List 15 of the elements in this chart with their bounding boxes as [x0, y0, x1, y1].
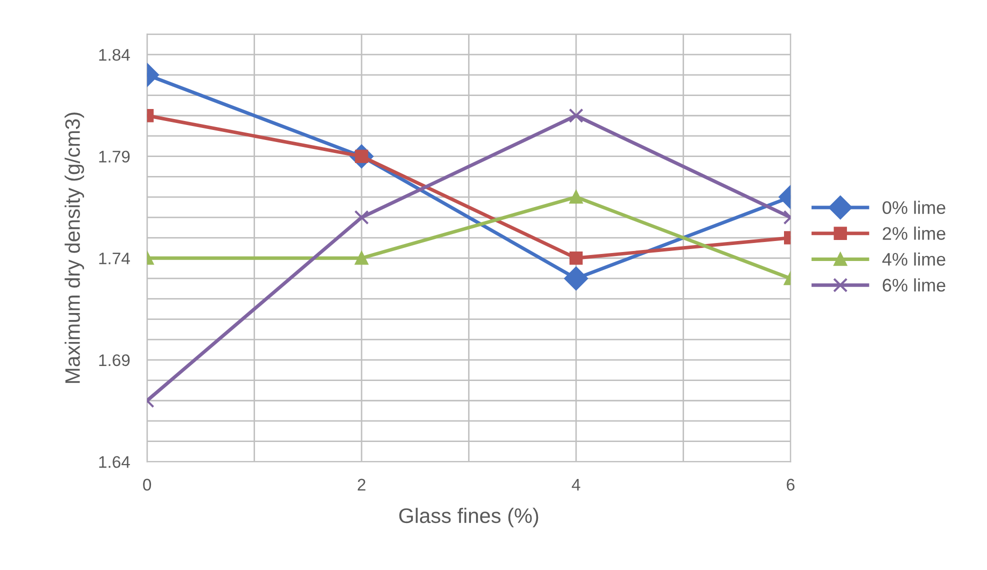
x-tick-label: 2: [358, 478, 366, 490]
y-tick-label: 1.74: [99, 252, 130, 264]
legend-label: 4% lime: [882, 252, 946, 266]
legend-label: 6% lime: [882, 278, 946, 292]
x-tick-label: 0: [143, 478, 152, 491]
y-axis-title: Maximum dry density (g/cm3): [64, 112, 84, 383]
y-tick-label: 1.69: [99, 354, 130, 366]
x-tick-label: 6: [786, 478, 794, 491]
y-tick-label: 1.64: [99, 456, 130, 468]
y-tick-label: 1.79: [99, 150, 130, 163]
legend-label: 0% lime: [882, 200, 946, 214]
legend-label: 2% lime: [882, 226, 946, 240]
x-axis-title: Glass fines (%): [399, 508, 538, 528]
x-tick-label: 4: [572, 478, 580, 490]
y-tick-label: 1.84: [99, 48, 130, 61]
